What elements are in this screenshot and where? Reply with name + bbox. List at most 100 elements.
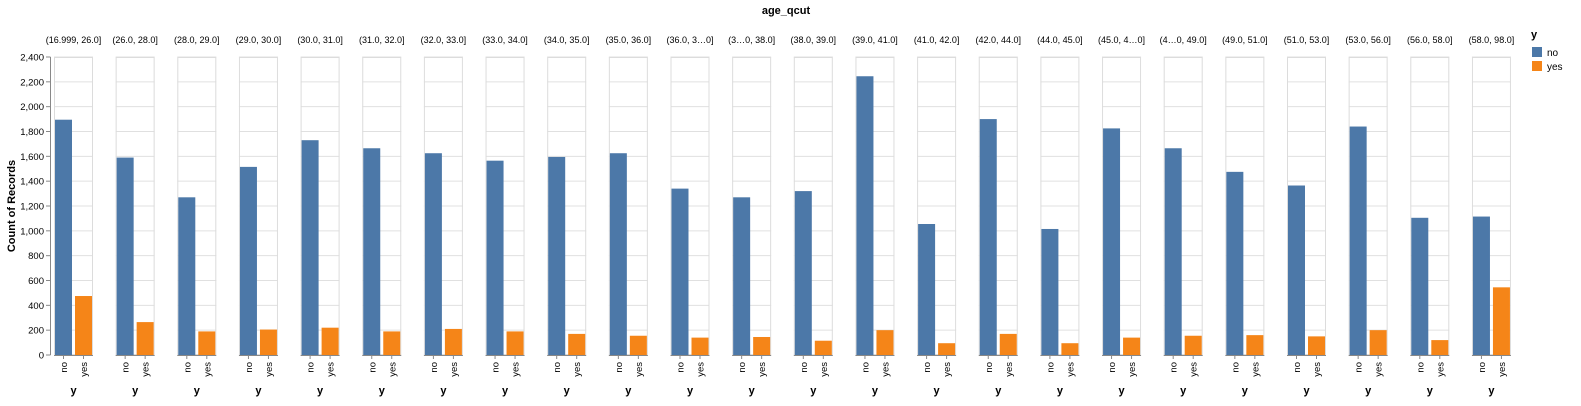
bar-no [1411, 217, 1429, 355]
facet-header-label: (34.0, 35.0] [544, 35, 590, 45]
x-tick-label: no [737, 362, 748, 373]
x-tick-label: yes [1312, 362, 1323, 377]
x-axis-title: y [1057, 385, 1064, 397]
y-tick-label: 1,200 [20, 202, 44, 213]
x-axis-title: y [1365, 385, 1372, 397]
x-axis-title: y [1118, 385, 1125, 397]
facet-header-label: (31.0, 32.0] [359, 35, 405, 45]
x-tick-label: yes [326, 362, 337, 377]
facet-frame [670, 57, 710, 355]
x-axis-title: y [1427, 385, 1434, 397]
bar-no [671, 188, 689, 355]
x-tick-label: yes [1497, 362, 1508, 377]
bar-yes [1246, 335, 1264, 355]
facet-frame [917, 57, 957, 355]
bar-yes [136, 322, 154, 355]
facet-frame [1225, 57, 1265, 355]
legend-swatch-no [1532, 47, 1542, 57]
y-tick-label: 1,800 [20, 127, 44, 138]
x-tick-label: no [860, 362, 871, 373]
bar-no [856, 76, 874, 355]
bar-yes [629, 335, 647, 355]
y-tick-label: 2,000 [20, 102, 44, 113]
facet-header-label: (32.0, 33.0] [421, 35, 467, 45]
x-tick-label: yes [819, 362, 830, 377]
bar-no [1349, 126, 1367, 356]
facet-header-label: (41.0, 42.0] [914, 35, 960, 45]
bar-no [1103, 128, 1121, 355]
facet-header-label: (28.0, 29.0] [174, 35, 220, 45]
bar-no [1164, 148, 1182, 355]
bar-yes [999, 333, 1017, 355]
bar-no [733, 197, 751, 355]
facet-header-label: (49.0, 51.0] [1222, 35, 1268, 45]
facet-header-label: (36.0, 3…0] [666, 35, 713, 45]
x-axis-title: y [255, 385, 262, 397]
x-tick-label: no [614, 362, 625, 373]
facet-header-label: (42.0, 44.0] [975, 35, 1021, 45]
x-tick-label: no [1045, 362, 1056, 373]
y-tick-label: 800 [28, 251, 44, 262]
x-tick-label: no [306, 362, 317, 373]
x-tick-label: no [1169, 362, 1180, 373]
x-tick-label: yes [880, 362, 891, 377]
facet-frame [238, 57, 278, 355]
facet-header-label: (4…0, 49.0] [1160, 35, 1207, 45]
facet-header-label: (56.0, 58.0] [1407, 35, 1453, 45]
x-axis-title: y [995, 385, 1002, 397]
x-axis-title: y [132, 385, 139, 397]
x-tick-label: no [922, 362, 933, 373]
x-tick-label: no [1415, 362, 1426, 373]
facet-frame [1471, 57, 1511, 355]
facet-header-label: (58.0, 98.0] [1469, 35, 1515, 45]
bar-yes [1308, 336, 1325, 355]
facet-frame [362, 57, 402, 355]
x-tick-label: yes [757, 362, 768, 377]
facet-header-label: (44.0, 45.0] [1037, 35, 1083, 45]
x-axis-title: y [687, 385, 694, 397]
x-tick-label: yes [79, 362, 90, 377]
x-axis-title: y [1180, 385, 1187, 397]
facet-frame [793, 57, 833, 355]
x-axis-title: y [749, 385, 756, 397]
bar-yes [876, 330, 894, 355]
bar-yes [198, 331, 216, 355]
facet-frame [115, 57, 155, 355]
bar-no [424, 153, 442, 355]
x-tick-label: yes [141, 362, 152, 377]
legend-label-yes: yes [1547, 62, 1563, 73]
x-tick-label: no [799, 362, 810, 373]
x-tick-label: yes [511, 362, 522, 377]
x-tick-label: no [676, 362, 687, 373]
facet-header-label: (30.0, 31.0] [297, 35, 343, 45]
x-tick-label: yes [202, 362, 213, 377]
facet-frame [54, 57, 93, 355]
x-tick-label: no [984, 362, 995, 373]
x-axis-title: y [1303, 385, 1310, 397]
x-tick-label: no [1477, 362, 1488, 373]
facet-header-label: (39.0, 41.0] [852, 35, 898, 45]
bar-yes [1184, 335, 1202, 355]
x-tick-label: no [59, 362, 70, 373]
bar-yes [444, 328, 462, 355]
bar-yes [1061, 343, 1079, 355]
bar-yes [1123, 337, 1141, 355]
x-axis-title: y [194, 385, 201, 397]
facet-frame [1410, 57, 1450, 355]
x-tick-label: no [367, 362, 378, 373]
x-axis-title: y [70, 385, 77, 397]
x-tick-label: yes [387, 362, 398, 377]
bar-no [1288, 185, 1305, 355]
facet-frame [978, 57, 1018, 355]
bar-no [178, 197, 196, 355]
y-tick-label: 1,400 [20, 177, 44, 188]
x-tick-label: yes [1435, 362, 1446, 377]
facet-header-label: (29.0, 30.0] [236, 35, 282, 45]
x-tick-label: yes [1004, 362, 1015, 377]
x-axis-title: y [1488, 385, 1495, 397]
facet-header-label: (45.0, 4…0] [1098, 35, 1145, 45]
y-axis-title: Count of Records [6, 160, 18, 252]
facet-header-label: (33.0, 34.0] [482, 35, 528, 45]
bar-no [116, 157, 134, 355]
